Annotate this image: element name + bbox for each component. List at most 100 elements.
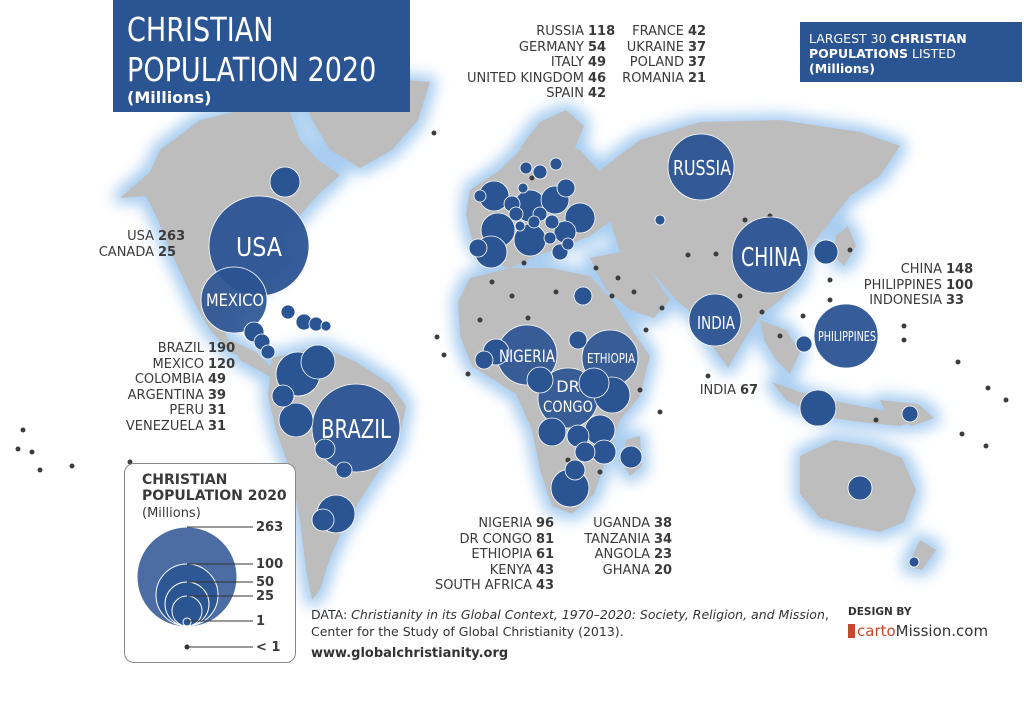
- country-row: UKRAINE 37: [620, 40, 718, 56]
- bubble-belgium: [508, 206, 524, 222]
- country-name: UNITED KINGDOM: [467, 70, 584, 86]
- country-name: MEXICO: [152, 356, 204, 372]
- bubble-dominican: [308, 316, 324, 332]
- country-value: 39: [208, 387, 227, 403]
- label-brazil: BRAZIL: [321, 415, 391, 445]
- bubble-norway: [519, 161, 533, 175]
- country-row: USA 263: [86, 229, 194, 245]
- cartomission-logo[interactable]: cartoMission.com: [848, 622, 988, 640]
- bubble-mozambique: [591, 439, 617, 465]
- bubble-denmark: [517, 182, 529, 194]
- country-row: NIGERIA 96: [418, 516, 562, 532]
- country-value: 67: [740, 383, 759, 398]
- bubble-uganda: [578, 367, 610, 399]
- size-legend: CHRISTIAN POPULATION 2020 (Millions) 263: [124, 463, 296, 663]
- bubble-sudan: [568, 330, 588, 350]
- country-row: CHINA 148: [848, 262, 976, 278]
- title-box: CHRISTIAN POPULATION 2020 (Millions): [113, 0, 410, 112]
- country-name: ROMANIA: [622, 70, 684, 86]
- source-url-link[interactable]: www.globalchristianity.org: [311, 646, 509, 661]
- bubble-switz: [514, 220, 526, 232]
- country-row: KENYA 43: [418, 563, 562, 579]
- country-name: ITALY: [550, 55, 584, 70]
- country-row: FRANCE 42: [620, 24, 718, 40]
- country-row: ETHIOPIA 61: [418, 547, 562, 563]
- country-row: GERMANY 54: [440, 40, 618, 56]
- country-value: 263: [158, 229, 186, 244]
- country-name: COLOMBIA: [134, 372, 204, 387]
- country-value: 43: [536, 562, 555, 578]
- bubble-sweden: [532, 164, 548, 180]
- bubble-korea: [813, 239, 839, 265]
- legend-label-25: 25: [256, 589, 275, 604]
- label-russia: RUSSIA: [673, 156, 731, 180]
- country-name: PERU: [169, 403, 204, 418]
- label-philippines: PHILIPPINES: [818, 330, 876, 345]
- country-value: 148: [946, 262, 974, 277]
- country-name: SOUTH AFRICA: [434, 578, 532, 593]
- list-europe-right: FRANCE 42 UKRAINE 37 POLAND 37 ROMANIA 21: [620, 24, 718, 86]
- country-row: ANGOLA 23: [560, 547, 680, 563]
- country-value: 190: [208, 341, 236, 356]
- top30-note-box: LARGEST 30 CHRISTIAN POPULATIONS LISTED …: [800, 22, 1022, 82]
- bubble-mexico: [200, 266, 268, 334]
- country-value: 42: [588, 86, 607, 101]
- bubble-serbia: [543, 231, 557, 245]
- bubble-australia: [847, 475, 873, 501]
- bubble-chile: [311, 508, 335, 532]
- label-drcongo-2: CONGO: [543, 397, 593, 416]
- bubble-nz: [908, 556, 920, 568]
- country-value: 33: [946, 293, 965, 308]
- country-value: 38: [654, 516, 673, 531]
- country-value: 49: [588, 55, 607, 70]
- list-europe-left: RUSSIA 118 GERMANY 54 ITALY 49 UNITED KINGDOM 4…: [440, 24, 618, 102]
- country-value: 100: [946, 277, 974, 293]
- list-africa-left: NIGERIA 96 DR CONGO 81 ETHIOPIA 61 KENYA 43 SOUT…: [418, 516, 562, 594]
- label-usa: USA: [236, 233, 282, 263]
- top30-note-line3: (Millions): [809, 61, 875, 76]
- label-ethiopia: ETHIOPIA: [587, 352, 635, 367]
- bubble-nicaragua: [260, 344, 276, 360]
- country-row: BRAZIL 190: [118, 341, 244, 357]
- bubble-madagascar: [619, 445, 643, 469]
- title-units: (Millions): [127, 88, 212, 107]
- country-value: 96: [536, 516, 555, 531]
- country-name: INDONESIA: [869, 293, 942, 308]
- country-value: 81: [536, 531, 555, 547]
- country-name: UGANDA: [593, 516, 650, 531]
- cartomission-logo-icon: [848, 624, 855, 638]
- bubble-malawi: [574, 441, 596, 463]
- country-row: VENEZUELA 31: [118, 419, 244, 435]
- bubble-angola: [537, 417, 567, 447]
- country-name: VENEZUELA: [125, 418, 204, 434]
- country-row: COLOMBIA 49: [118, 372, 244, 388]
- legend-circle-1: [182, 617, 192, 627]
- bubble-hungary: [544, 214, 560, 230]
- country-name: GHANA: [602, 562, 650, 578]
- legend-label-50: 50: [256, 575, 275, 590]
- bubble-russia: [667, 133, 735, 201]
- middle-east-shape: [590, 252, 670, 318]
- bubble-finland: [549, 157, 563, 171]
- country-row: RUSSIA 118: [440, 24, 618, 40]
- bubble-egypt: [573, 286, 593, 306]
- country-name: KENYA: [489, 562, 532, 578]
- country-value: 37: [688, 55, 707, 70]
- top30-note-line2: POPULATIONS LISTED: [809, 46, 956, 61]
- population-bubbles: [200, 133, 920, 568]
- country-row: UNITED KINGDOM 46: [440, 71, 618, 87]
- country-row: POLAND 37: [620, 55, 718, 71]
- country-name: CANADA: [98, 244, 154, 260]
- country-name: USA: [127, 229, 154, 244]
- country-row: SOUTH AFRICA 43: [418, 578, 562, 594]
- small-population-dots: [15, 130, 1009, 475]
- bubble-belarus: [556, 178, 576, 198]
- country-value: 31: [208, 403, 227, 418]
- bubble-canada: [269, 166, 301, 198]
- bubble-venezuela: [300, 344, 336, 380]
- country-row: ARGENTINA 39: [118, 388, 244, 404]
- country-row: MEXICO 120: [118, 357, 244, 373]
- bubble-china: [731, 216, 809, 294]
- country-value: 46: [588, 70, 607, 86]
- bubble-labels: USA MEXICO BRAZIL RUSSIA CHINA INDIA PHI…: [206, 156, 876, 445]
